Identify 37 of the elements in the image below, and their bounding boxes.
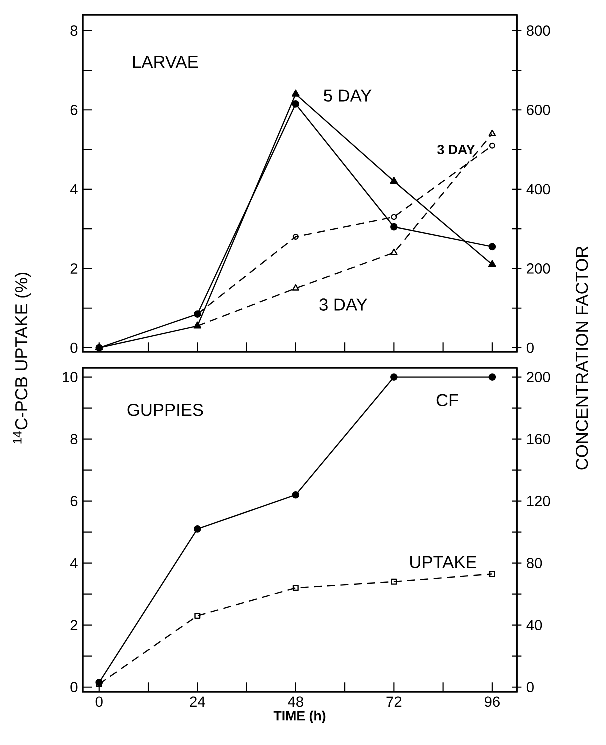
y-tick-label: 6: [70, 496, 78, 507]
x-tick-label: 48: [288, 696, 304, 708]
y-tick-label: 0: [70, 682, 78, 693]
y2-tick-label: 120: [527, 496, 550, 507]
x-tick-label: 24: [190, 696, 206, 707]
x-tick-label: 72: [386, 696, 402, 707]
y2-tick-label: 160: [527, 434, 550, 444]
y2-tick-label: 40: [526, 620, 542, 631]
y-tick-label: 4: [70, 558, 78, 568]
y-tick-label: 8: [70, 26, 78, 36]
y-tick-label: 6: [70, 104, 78, 116]
annotation: GUPPIES: [128, 404, 204, 416]
x-axis-title: TIME (h): [274, 710, 326, 724]
y-tick-label: 10: [63, 372, 78, 382]
y-tick-label: 0: [70, 342, 78, 354]
y-tick-label: 8: [70, 434, 78, 444]
y-tick-label: 2: [70, 264, 78, 274]
y2-tick-label: 400: [526, 184, 550, 195]
y2-axis-title: CONCENTRATION FACTOR: [576, 246, 588, 470]
y2-tick-label: 0: [526, 342, 534, 354]
annotation: LARVAE: [133, 56, 198, 68]
y-tick-label: 2: [70, 620, 78, 630]
y-axis-title: $^{14}$C-PCB UPTAKE (%): [13, 272, 32, 444]
y2-tick-label: 80: [527, 558, 542, 569]
y-tick-label: 4: [70, 184, 78, 194]
annotation: 3 DAY: [438, 145, 476, 155]
annotation: CF: [436, 394, 458, 407]
y2-tick-label: 200: [527, 372, 550, 382]
y2-tick-label: 0: [526, 682, 534, 693]
x-tick-label: 0: [96, 696, 103, 708]
annotation: UPTAKE: [410, 556, 477, 568]
x-tick-label: 96: [484, 696, 500, 708]
annotation: 3 DAY: [320, 298, 368, 311]
y2-tick-label: 600: [527, 104, 550, 116]
y2-tick-label: 200: [527, 264, 550, 274]
y2-tick-label: 800: [527, 26, 550, 36]
annotation: 5 DAY: [324, 90, 372, 102]
